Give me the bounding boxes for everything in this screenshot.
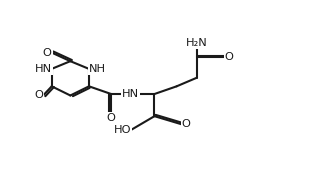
Text: HN: HN [34,64,52,74]
Text: HO: HO [114,125,131,135]
Text: O: O [225,52,233,62]
Text: HN: HN [122,89,138,99]
Text: O: O [182,119,190,129]
Text: O: O [43,48,52,58]
Text: H₂N: H₂N [186,38,208,48]
Text: O: O [34,90,43,100]
Text: NH: NH [89,64,106,74]
Text: O: O [107,113,116,123]
